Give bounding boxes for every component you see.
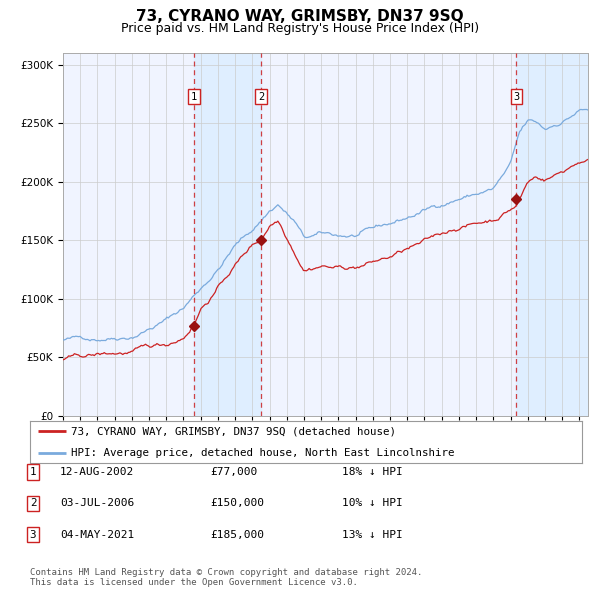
Text: 04-MAY-2021: 04-MAY-2021 (60, 530, 134, 539)
Text: £77,000: £77,000 (210, 467, 257, 477)
Text: 10% ↓ HPI: 10% ↓ HPI (342, 499, 403, 508)
Text: 03-JUL-2006: 03-JUL-2006 (60, 499, 134, 508)
Text: £185,000: £185,000 (210, 530, 264, 539)
Text: 1: 1 (191, 91, 197, 101)
Text: 12-AUG-2002: 12-AUG-2002 (60, 467, 134, 477)
Text: 3: 3 (513, 91, 520, 101)
Text: 2: 2 (258, 91, 264, 101)
Text: Contains HM Land Registry data © Crown copyright and database right 2024.
This d: Contains HM Land Registry data © Crown c… (30, 568, 422, 587)
Text: 18% ↓ HPI: 18% ↓ HPI (342, 467, 403, 477)
Text: 13% ↓ HPI: 13% ↓ HPI (342, 530, 403, 539)
Text: 2: 2 (30, 499, 36, 508)
Text: 73, CYRANO WAY, GRIMSBY, DN37 9SQ: 73, CYRANO WAY, GRIMSBY, DN37 9SQ (136, 9, 464, 24)
Text: Price paid vs. HM Land Registry's House Price Index (HPI): Price paid vs. HM Land Registry's House … (121, 22, 479, 35)
Text: 1: 1 (30, 467, 36, 477)
Bar (517, 53, 588, 416)
Text: 73, CYRANO WAY, GRIMSBY, DN37 9SQ (detached house): 73, CYRANO WAY, GRIMSBY, DN37 9SQ (detac… (71, 427, 397, 436)
Text: 3: 3 (30, 530, 36, 539)
Text: HPI: Average price, detached house, North East Lincolnshire: HPI: Average price, detached house, Nort… (71, 448, 455, 457)
Text: £150,000: £150,000 (210, 499, 264, 508)
Bar (194, 53, 261, 416)
